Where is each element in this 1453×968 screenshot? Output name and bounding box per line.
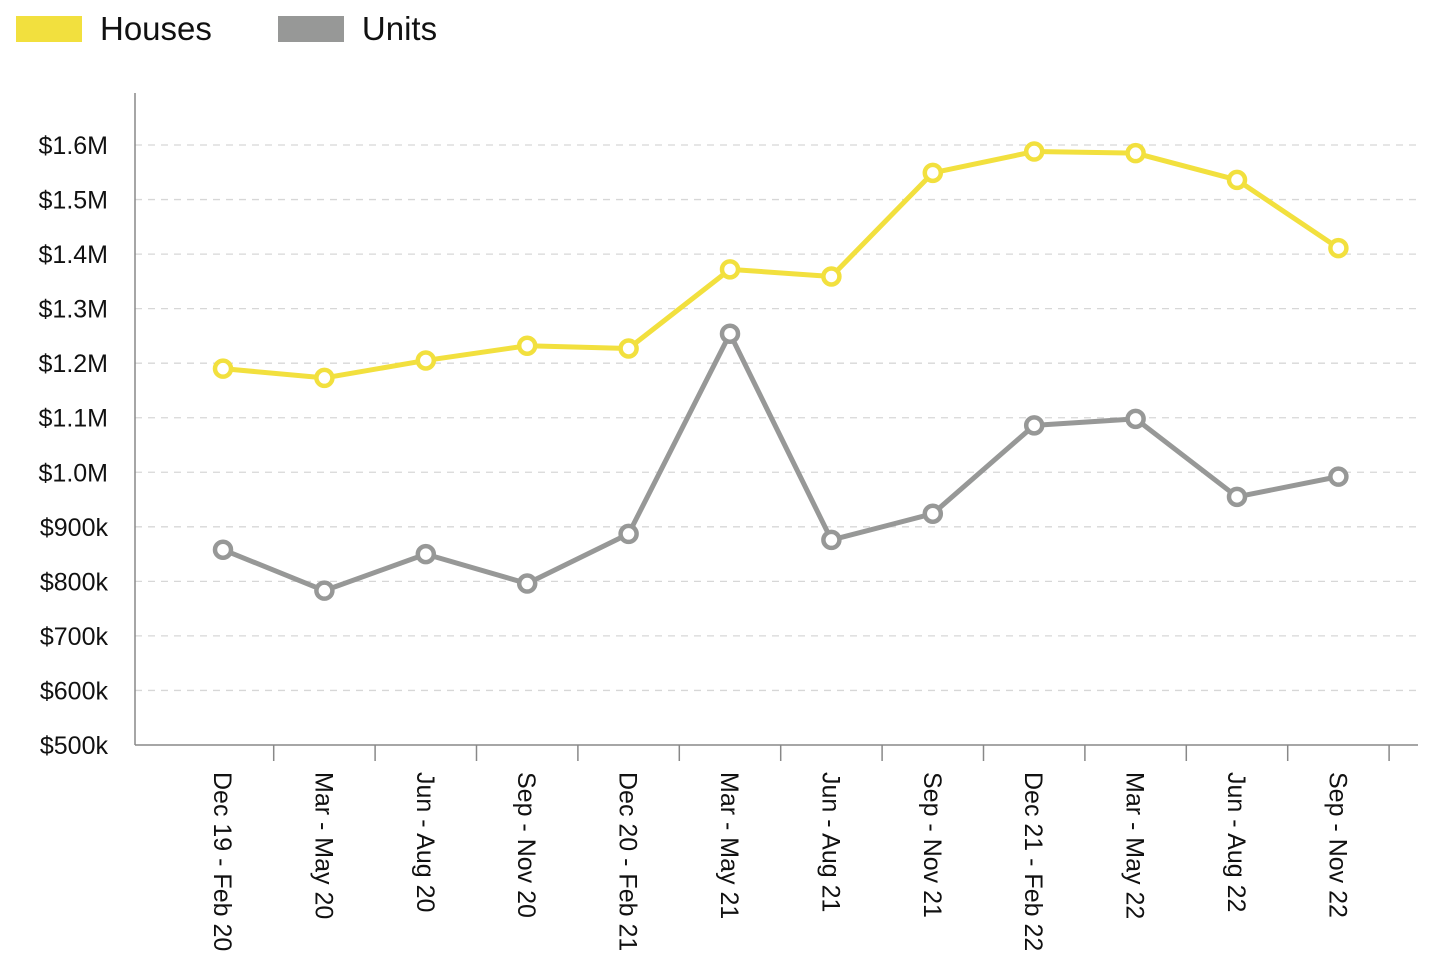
data-point-units[interactable] [1328,466,1349,487]
y-tick-label: $1.5M [39,187,108,215]
y-tick-label: $1.3M [39,296,108,324]
legend-swatch-units [277,16,344,42]
data-point-units[interactable] [1023,415,1045,436]
y-tick-label: $800k [40,568,109,596]
data-point-houses[interactable] [1125,142,1146,164]
x-tick-label: Sep - Nov 20 [512,772,540,918]
x-tick-label: Mar - May 22 [1121,772,1149,919]
x-tick-label: Mar - May 21 [715,772,743,919]
data-point-houses[interactable] [821,266,842,287]
legend-item-houses[interactable]: Houses [16,10,212,48]
legend-item-units[interactable]: Units [277,10,438,48]
x-tick-label: Jun - Aug 22 [1222,772,1250,912]
data-point-units[interactable] [415,543,437,565]
data-point-units[interactable] [516,573,538,594]
data-point-houses[interactable] [618,338,639,359]
legend-swatch-houses [16,16,82,42]
data-point-houses[interactable] [1023,141,1045,162]
data-point-units[interactable] [821,529,842,551]
x-tick-label: Sep - Nov 21 [918,772,946,918]
x-tick-label: Dec 21 - Feb 22 [1019,772,1047,951]
data-point-houses[interactable] [314,367,335,389]
x-tick-label: Mar - May 20 [309,772,337,919]
x-tick-label: Dec 19 - Feb 20 [208,772,236,951]
data-point-houses[interactable] [1328,237,1349,259]
legend: Houses Units [16,10,503,48]
legend-label-houses: Houses [100,10,212,47]
x-tick-label: Jun - Aug 21 [816,772,844,912]
data-point-houses[interactable] [212,358,234,379]
y-tick-label: $600k [40,677,109,705]
data-point-houses[interactable] [516,335,538,356]
y-tick-label: $1.4M [39,241,108,269]
x-tick-label: Sep - Nov 22 [1323,772,1351,918]
series-line-units [220,331,1341,594]
data-point-units[interactable] [1226,486,1248,508]
data-point-units[interactable] [212,539,234,560]
data-point-units[interactable] [314,580,335,601]
data-point-units[interactable] [922,503,944,524]
data-point-houses[interactable] [719,259,741,280]
x-tick-label: Jun - Aug 20 [411,772,439,912]
y-tick-label: $700k [40,623,109,651]
data-point-units[interactable] [719,323,741,344]
x-tick-label: Dec 20 - Feb 21 [614,772,642,951]
data-point-units[interactable] [618,523,639,545]
data-point-houses[interactable] [1226,169,1248,191]
y-tick-label: $900k [40,514,109,542]
y-tick-label: $1.2M [39,350,108,378]
legend-label-units: Units [361,10,438,47]
y-tick-label: $1.0M [39,459,108,487]
data-point-houses[interactable] [922,162,944,184]
y-tick-label: $1.6M [39,132,108,160]
y-tick-label: $500k [40,732,109,760]
data-point-houses[interactable] [415,350,437,371]
data-point-units[interactable] [1125,408,1146,430]
y-tick-label: $1.1M [39,405,108,433]
series-line-houses [220,149,1341,381]
